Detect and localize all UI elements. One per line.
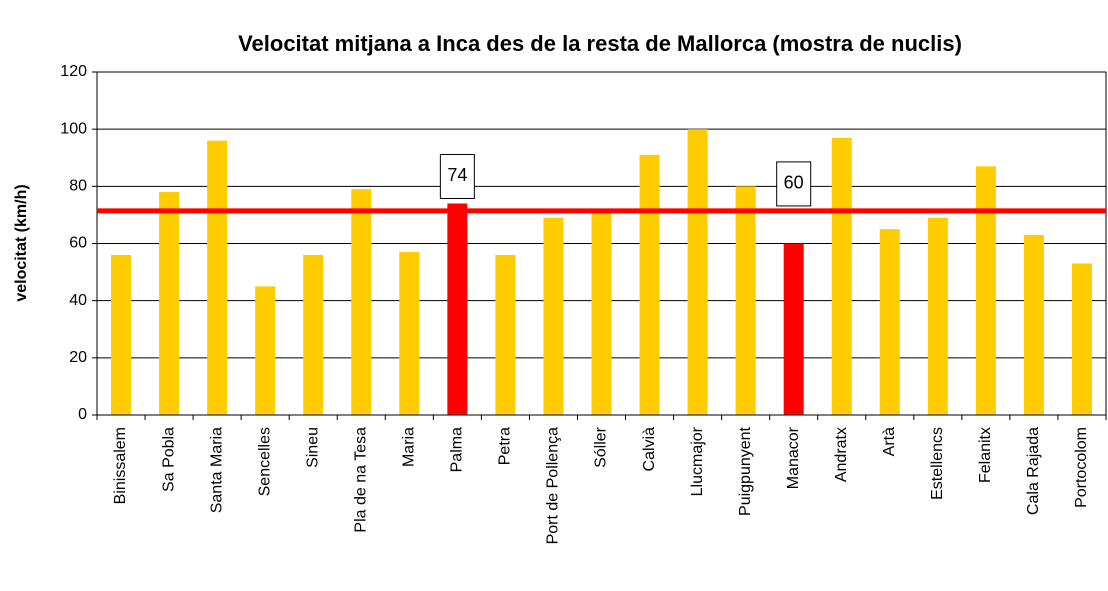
x-tick-label: Estellencs — [929, 427, 946, 500]
bar — [783, 243, 804, 415]
x-tick-label: Artà — [881, 427, 898, 456]
bar — [351, 189, 372, 415]
x-tick-label: Port de Pollença — [545, 427, 562, 545]
bar — [639, 154, 660, 415]
data-label-box — [439, 153, 475, 199]
x-tick-label: Sóller — [593, 426, 610, 468]
x-tick-label: Sa Pobla — [160, 427, 177, 492]
bar — [975, 166, 996, 415]
data-label-box — [776, 161, 812, 207]
bar — [687, 129, 708, 415]
x-tick-label: Petra — [497, 427, 514, 465]
x-tick-label: Calvià — [641, 427, 658, 472]
y-axis-title: velocitat (km/h) — [13, 184, 30, 301]
x-tick-label: Binissalem — [112, 427, 129, 504]
bar — [447, 203, 468, 415]
bar — [831, 137, 852, 415]
y-tick-label: 80 — [69, 178, 87, 195]
x-tick-label: Llucmajor — [689, 426, 706, 496]
x-tick-label: Portocolom — [1073, 427, 1090, 508]
bar — [303, 254, 324, 415]
x-tick-label: Andratx — [833, 427, 850, 482]
chart-title: Velocitat mitjana a Inca des de la resta… — [238, 31, 962, 56]
bar — [1023, 234, 1044, 415]
bar — [1071, 263, 1092, 415]
bar — [255, 286, 276, 415]
x-tick-label: Palma — [449, 427, 466, 472]
bar — [399, 252, 420, 415]
bar — [735, 186, 756, 415]
y-tick-label: 60 — [69, 235, 87, 252]
y-tick-label: 100 — [60, 120, 87, 137]
bar — [591, 212, 612, 415]
bar — [207, 140, 228, 415]
bar — [159, 192, 180, 415]
x-tick-label: Puigpunyent — [737, 426, 754, 516]
y-tick-label: 0 — [78, 406, 87, 423]
data-label: 74 — [447, 165, 467, 185]
x-tick-label: Sineu — [304, 427, 321, 468]
bar — [543, 217, 564, 415]
bar — [927, 217, 948, 415]
bar — [879, 229, 900, 415]
x-tick-label: Manacor — [785, 426, 802, 489]
bar — [111, 254, 132, 415]
y-tick-label: 120 — [60, 63, 87, 80]
bar — [495, 254, 516, 415]
x-tick-label: Maria — [401, 427, 418, 467]
x-tick-label: Pla de na Tesa — [352, 427, 369, 533]
y-tick-label: 40 — [69, 292, 87, 309]
data-label: 60 — [784, 173, 804, 193]
y-tick-label: 20 — [69, 349, 87, 366]
x-tick-label: Cala Rajada — [1025, 427, 1042, 515]
x-tick-label: Felanitx — [977, 427, 994, 483]
x-tick-label: Sencelles — [256, 427, 273, 496]
x-tick-label: Santa Maria — [208, 427, 225, 513]
